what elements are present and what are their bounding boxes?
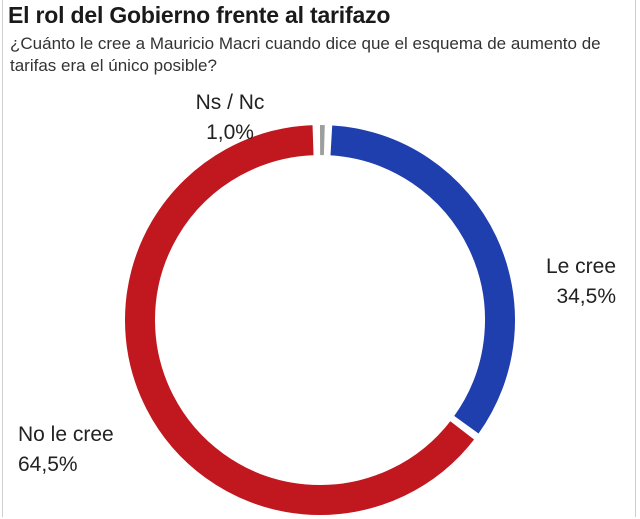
chart-subtitle: ¿Cuánto le cree a Mauricio Macri cuando …: [10, 34, 601, 75]
slice-ns-nc: [317, 123, 327, 158]
chart-title: El rol del Gobierno frente al tarifazo: [8, 2, 391, 28]
slice-label-ns-nc: Ns / Nc 1,0%: [182, 88, 278, 148]
slice-label-le-cree: Le cree 34,5%: [524, 252, 616, 312]
slice-label-no-le-cree-value: 64,5%: [18, 453, 78, 476]
slice-label-ns-nc-name: Ns / Nc: [195, 91, 265, 114]
slice-no-le-cree: [122, 123, 477, 517]
slice-label-no-le-cree-name: No le cree: [18, 423, 114, 446]
slice-label-no-le-cree: No le cree 64,5%: [18, 420, 158, 480]
slice-label-le-cree-name: Le cree: [545, 255, 616, 278]
slice-label-le-cree-value: 34,5%: [556, 285, 616, 308]
slice-le-cree: [328, 123, 517, 437]
slice-label-ns-nc-value: 1,0%: [206, 121, 254, 144]
